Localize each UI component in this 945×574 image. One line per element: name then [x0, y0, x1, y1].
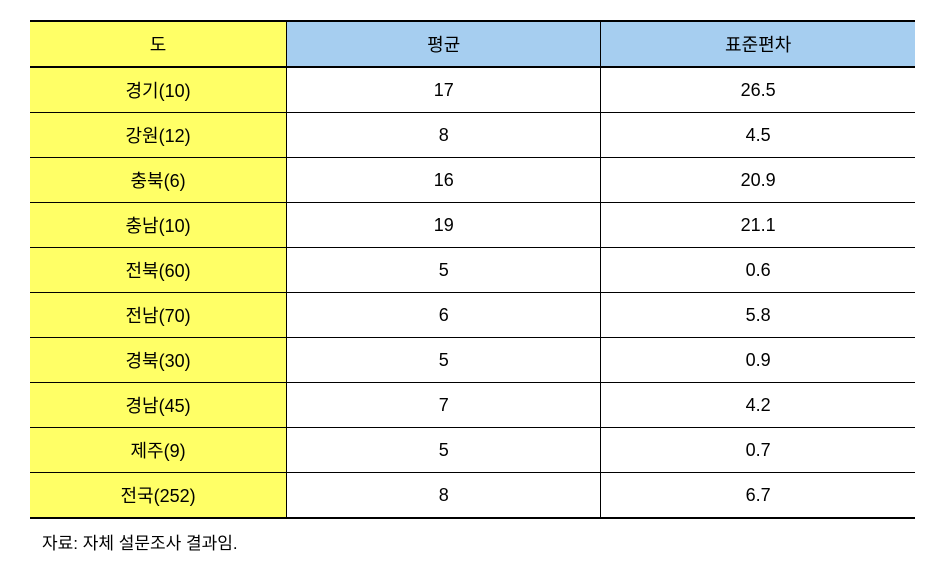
table-header-row: 도 평균 표준편차	[30, 21, 915, 67]
table-row: 충남(10)1921.1	[30, 203, 915, 248]
cell-std: 26.5	[601, 67, 915, 113]
cell-region: 전북(60)	[30, 248, 287, 293]
cell-region: 전남(70)	[30, 293, 287, 338]
cell-std: 0.6	[601, 248, 915, 293]
cell-mean: 16	[287, 158, 601, 203]
stats-table: 도 평균 표준편차 경기(10)1726.5강원(12)84.5충북(6)162…	[30, 20, 915, 519]
table-row: 전남(70)65.8	[30, 293, 915, 338]
cell-region: 충남(10)	[30, 203, 287, 248]
cell-std: 4.2	[601, 383, 915, 428]
table-row: 강원(12)84.5	[30, 113, 915, 158]
cell-std: 0.7	[601, 428, 915, 473]
cell-std: 4.5	[601, 113, 915, 158]
cell-std: 5.8	[601, 293, 915, 338]
cell-std: 20.9	[601, 158, 915, 203]
cell-mean: 5	[287, 248, 601, 293]
cell-mean: 17	[287, 67, 601, 113]
table-row: 경남(45)74.2	[30, 383, 915, 428]
cell-region: 충북(6)	[30, 158, 287, 203]
table-row: 충북(6)1620.9	[30, 158, 915, 203]
table-row: 전국(252)86.7	[30, 473, 915, 519]
cell-mean: 8	[287, 113, 601, 158]
cell-std: 21.1	[601, 203, 915, 248]
table-row: 전북(60)50.6	[30, 248, 915, 293]
cell-region: 경기(10)	[30, 67, 287, 113]
cell-mean: 7	[287, 383, 601, 428]
cell-std: 0.9	[601, 338, 915, 383]
header-region: 도	[30, 21, 287, 67]
cell-region: 강원(12)	[30, 113, 287, 158]
cell-region: 제주(9)	[30, 428, 287, 473]
cell-mean: 5	[287, 428, 601, 473]
header-std: 표준편차	[601, 21, 915, 67]
cell-region: 전국(252)	[30, 473, 287, 519]
cell-mean: 8	[287, 473, 601, 519]
cell-mean: 19	[287, 203, 601, 248]
footnote-text: 자료: 자체 설문조사 결과임.	[30, 529, 915, 554]
cell-mean: 5	[287, 338, 601, 383]
cell-region: 경북(30)	[30, 338, 287, 383]
table-row: 제주(9)50.7	[30, 428, 915, 473]
cell-std: 6.7	[601, 473, 915, 519]
table-row: 경북(30)50.9	[30, 338, 915, 383]
table-row: 경기(10)1726.5	[30, 67, 915, 113]
cell-mean: 6	[287, 293, 601, 338]
header-mean: 평균	[287, 21, 601, 67]
cell-region: 경남(45)	[30, 383, 287, 428]
